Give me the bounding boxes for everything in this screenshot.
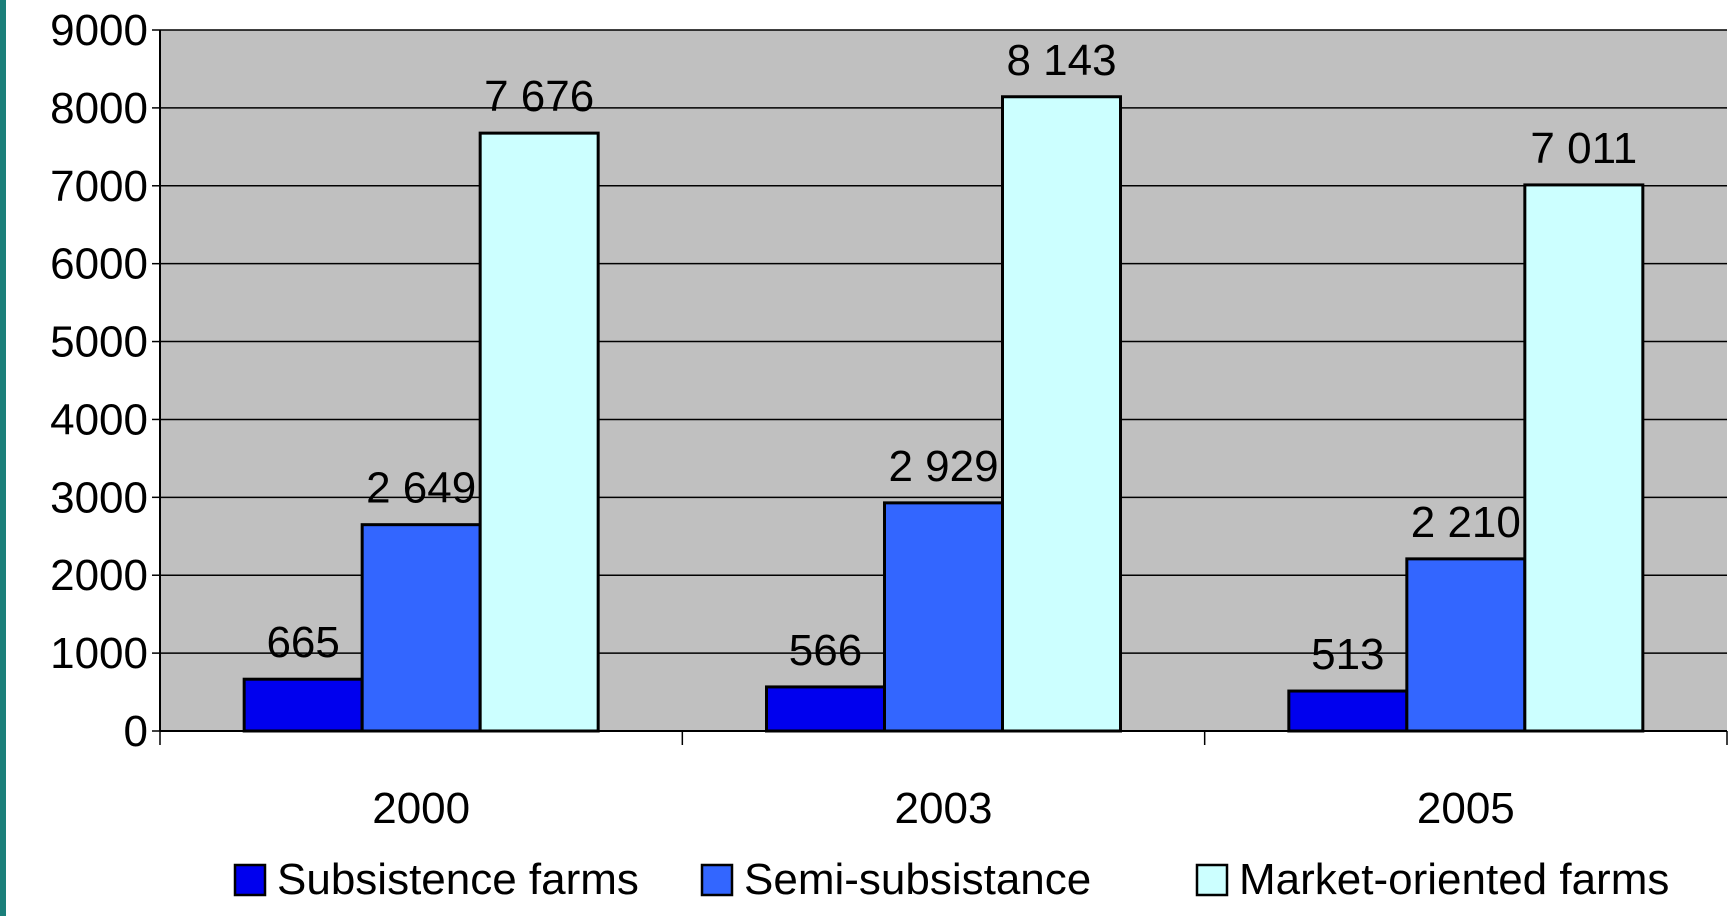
bar — [1001, 95, 1122, 733]
y-tick-label: 0 — [124, 707, 148, 756]
y-tick-label: 1000 — [50, 629, 148, 678]
bar — [478, 131, 600, 733]
y-tick-label: 6000 — [50, 240, 148, 289]
bar — [1405, 557, 1527, 733]
legend-swatch — [700, 863, 734, 897]
bar — [883, 501, 1004, 733]
data-label: 7 011 — [1530, 124, 1637, 173]
y-tick-label: 9000 — [50, 6, 148, 55]
data-label: 2 210 — [1411, 498, 1521, 547]
bar — [765, 685, 886, 733]
y-tick-label: 2000 — [50, 551, 148, 600]
data-label: 2 649 — [366, 464, 476, 513]
bar — [1523, 183, 1645, 733]
data-label: 513 — [1311, 630, 1384, 679]
legend-label: Market-oriented farms — [1239, 855, 1669, 904]
bar — [360, 523, 482, 733]
legend-label: Semi-subsistance — [744, 855, 1091, 904]
data-label: 8 143 — [1006, 36, 1116, 85]
y-tick-label: 3000 — [50, 473, 148, 522]
bar — [1287, 689, 1409, 733]
legend-swatch — [233, 863, 267, 897]
x-tick-label: 2005 — [1417, 784, 1515, 833]
data-label: 665 — [266, 618, 339, 667]
y-tick-label: 5000 — [50, 318, 148, 367]
data-label: 7 676 — [484, 72, 594, 121]
legend-swatch — [1195, 863, 1229, 897]
bar — [242, 677, 364, 733]
y-tick-label: 7000 — [50, 162, 148, 211]
slide-accent-bar — [0, 0, 6, 916]
y-tick-label: 4000 — [50, 395, 148, 444]
legend-label: Subsistence farms — [277, 855, 639, 904]
data-label: 2 929 — [888, 442, 998, 491]
x-tick-label: 2000 — [372, 784, 470, 833]
x-tick-label: 2003 — [895, 784, 993, 833]
data-label: 566 — [789, 626, 862, 675]
y-tick-label: 8000 — [50, 84, 148, 133]
